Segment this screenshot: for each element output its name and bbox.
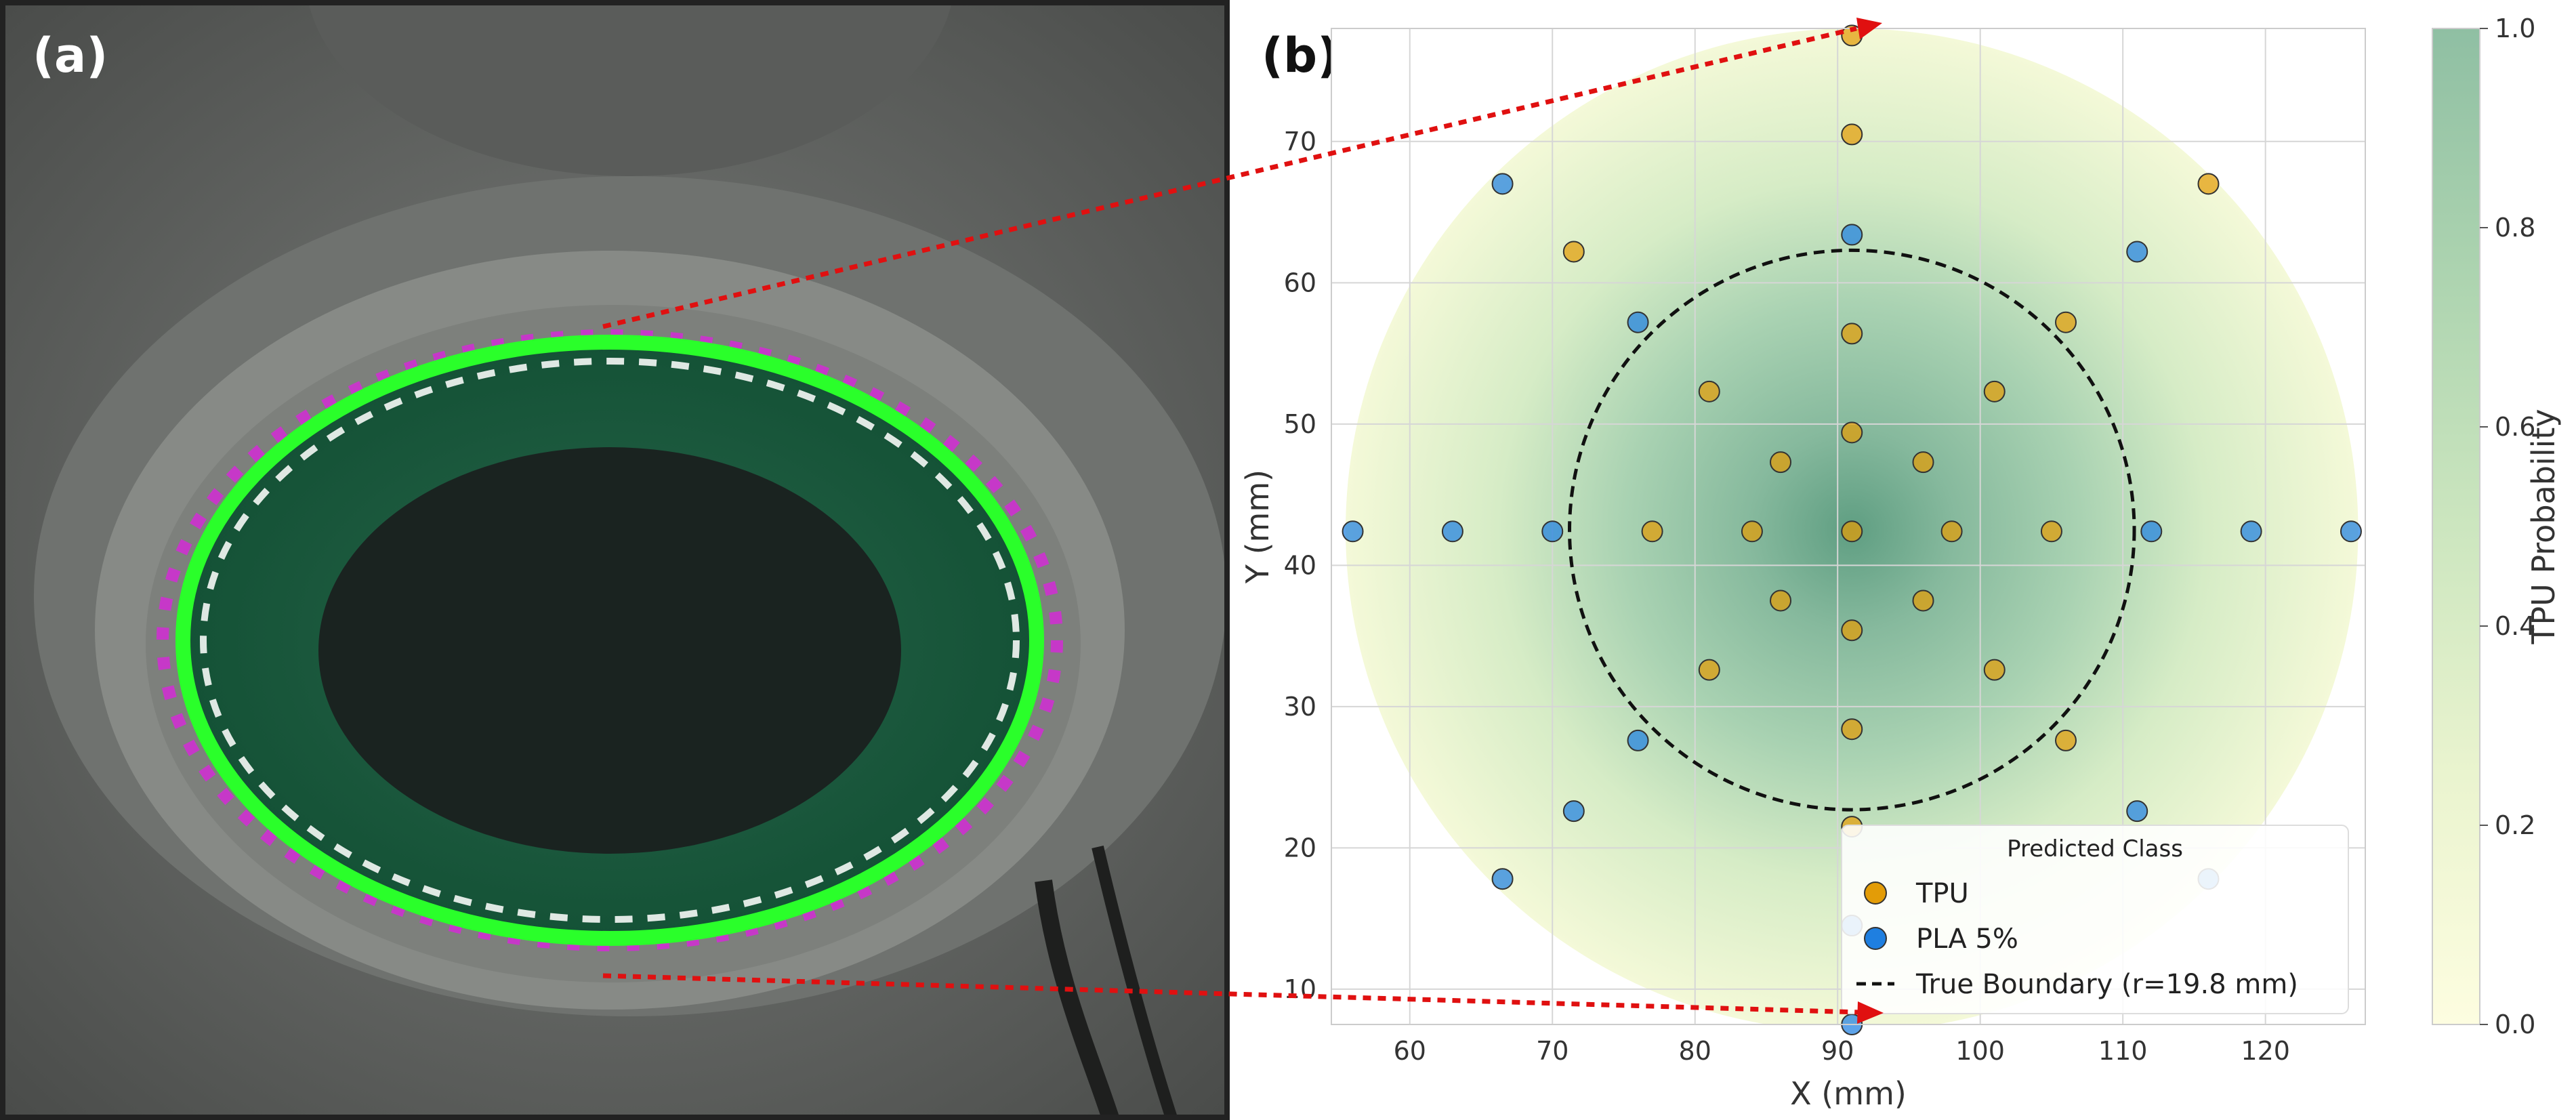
colorbar-tick-label: 0.8 xyxy=(2495,213,2535,243)
photo-frame xyxy=(0,0,1230,1120)
tpu-point xyxy=(1841,323,1863,345)
tpu-point xyxy=(1741,520,1763,543)
panel-a-label: (a) xyxy=(33,28,108,83)
x-tick-label: 90 xyxy=(1821,1036,1854,1066)
y-axis-label: Y (mm) xyxy=(1239,470,1276,584)
photo-white-markers xyxy=(200,358,1020,923)
panel-b-label: (b) xyxy=(1262,28,1339,83)
y-tick-label: 10 xyxy=(1284,974,1316,1004)
legend-label-boundary: True Boundary (r=19.8 mm) xyxy=(1915,969,2298,1000)
tpu-point xyxy=(1841,421,1863,444)
tpu-point xyxy=(1698,380,1720,402)
pla-point xyxy=(1562,800,1585,823)
arrow-top-head xyxy=(1856,18,1882,39)
x-tick-label: 110 xyxy=(2098,1036,2148,1066)
tpu-point xyxy=(1641,520,1663,543)
x-tick-label: 70 xyxy=(1536,1036,1569,1066)
x-axis-label: X (mm) xyxy=(1790,1075,1907,1112)
legend-marker-tpu xyxy=(1864,882,1887,905)
tpu-point xyxy=(1841,718,1863,741)
legend-label-tpu: TPU xyxy=(1915,878,1969,909)
colorbar-tick-label: 0.4 xyxy=(2495,611,2535,641)
tpu-point xyxy=(2197,173,2220,195)
plot-frame xyxy=(1331,28,2366,1025)
tpu-point xyxy=(1562,241,1585,263)
y-tick-label: 50 xyxy=(1284,409,1316,439)
true-boundary-circle xyxy=(1568,248,2136,812)
tpu-point xyxy=(1841,123,1863,146)
pla-point xyxy=(2126,800,2148,823)
tpu-point xyxy=(1698,659,1720,681)
tpu-point xyxy=(1912,451,1934,474)
tpu-point xyxy=(1770,451,1792,474)
legend-title: Predicted Class xyxy=(2007,835,2183,863)
pla-point xyxy=(1541,520,1564,543)
x-tick-label: 120 xyxy=(2241,1036,2290,1066)
colorbar-tick-label: 1.0 xyxy=(2495,14,2535,43)
pla-point xyxy=(1491,868,1514,890)
colorbar-tick-label: 0.6 xyxy=(2495,412,2535,442)
colorbar-label: TPU Probability xyxy=(2525,409,2562,644)
colorbar-frame xyxy=(2432,28,2480,1025)
y-tick-label: 70 xyxy=(1284,127,1316,157)
annotation-arrows xyxy=(602,18,1884,1024)
tpu-point xyxy=(1841,619,1863,642)
y-tick-label: 30 xyxy=(1284,692,1316,722)
plot-area: 60 70 80 90 100 110 120 10 20 30 40 50 60 70 X (mm) Y… xyxy=(1239,24,2366,1112)
photo-panel xyxy=(0,0,1230,1120)
colorbar: 0.0 0.2 0.4 0.6 0.8 1.0 TPU Probability xyxy=(2432,14,2562,1039)
pla-point xyxy=(1441,520,1463,543)
arrow-top-line xyxy=(602,26,1857,329)
legend-marker-pla xyxy=(1864,927,1887,950)
tpu-point xyxy=(1983,380,2006,402)
y-tick-label: 60 xyxy=(1284,268,1316,297)
tpu-point xyxy=(1940,520,1963,543)
pla-point xyxy=(2340,520,2362,543)
pla-point xyxy=(1841,224,1863,246)
photo-dark-center xyxy=(318,447,901,854)
pla-point xyxy=(1491,173,1514,195)
legend-label-pla: PLA 5% xyxy=(1916,924,2018,955)
pla-point xyxy=(2140,520,2163,543)
x-tick-label: 100 xyxy=(1955,1036,2005,1066)
x-tick-label: 60 xyxy=(1394,1036,1426,1066)
tpu-point xyxy=(2040,520,2062,543)
colorbar-gradient xyxy=(2432,28,2480,1024)
pla-point xyxy=(2240,520,2262,543)
y-tick-label: 20 xyxy=(1284,833,1316,863)
x-tick-label: 80 xyxy=(1679,1036,1711,1066)
photo-cable-2 xyxy=(1092,845,1178,1120)
legend-box xyxy=(1841,825,2349,1014)
pla-point xyxy=(1627,311,1649,333)
pla-point xyxy=(1627,729,1649,751)
tpu-point xyxy=(2054,729,2077,751)
tpu-point xyxy=(1841,520,1863,543)
arrow-bottom-line xyxy=(602,973,1861,1015)
legend: Predicted Class TPU PLA 5% True Boundary… xyxy=(1841,825,2349,1014)
photo-cable xyxy=(1035,879,1120,1120)
photo-upper-shape xyxy=(308,0,953,176)
photo-green-contour xyxy=(175,335,1044,946)
colorbar-tick-label: 0.2 xyxy=(2495,810,2535,840)
tpu-point xyxy=(1770,589,1792,612)
colorbar-tick-label: 0.0 xyxy=(2495,1010,2535,1039)
pla-point xyxy=(2126,241,2148,263)
tpu-point xyxy=(1983,659,2006,681)
arrow-bottom-head xyxy=(1857,1001,1884,1024)
photo-magenta-markers xyxy=(157,329,1063,951)
y-tick-label: 40 xyxy=(1284,550,1316,580)
tpu-point xyxy=(2054,311,2077,333)
tpu-point xyxy=(1912,589,1934,612)
pla-point xyxy=(1342,520,1364,543)
